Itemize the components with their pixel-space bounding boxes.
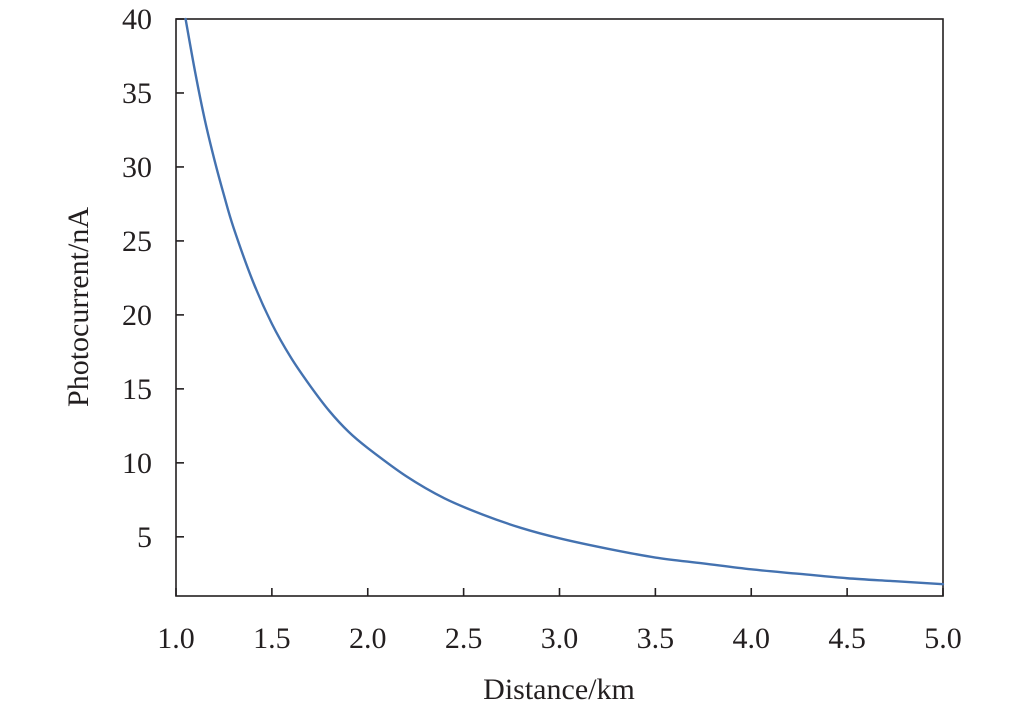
x-axis: 1.0 1.5 2.0 2.5 3.0 3.5 4.0 4.5 5.0 — [157, 588, 962, 655]
y-tick-label: 40 — [122, 3, 152, 36]
y-axis-title: Photocurrent/nA — [62, 207, 95, 407]
x-tick-label: 2.5 — [445, 622, 483, 655]
x-tick-label: 5.0 — [924, 622, 962, 655]
y-tick-label: 5 — [137, 521, 152, 554]
x-tick-label: 1.0 — [157, 622, 195, 655]
series-layer — [184, 17, 945, 586]
y-tick-label: 10 — [122, 447, 152, 480]
plot-frame — [175, 18, 944, 597]
series-line-0 — [184, 17, 945, 586]
y-tick-label: 30 — [122, 151, 152, 184]
y-tick-label: 25 — [122, 225, 152, 258]
y-tick-label: 15 — [122, 373, 152, 406]
x-tick-label: 4.5 — [828, 622, 866, 655]
x-tick-label: 4.0 — [733, 622, 771, 655]
x-axis-title: Distance/km — [483, 673, 635, 706]
x-tick-label: 2.0 — [349, 622, 387, 655]
y-tick-label: 20 — [122, 299, 152, 332]
x-tick-label: 1.5 — [253, 622, 291, 655]
x-tick-label: 3.5 — [637, 622, 675, 655]
y-axis: 5 10 15 20 25 30 35 40 — [122, 3, 184, 554]
x-tick-label: 3.0 — [541, 622, 579, 655]
y-tick-label: 35 — [122, 77, 152, 110]
